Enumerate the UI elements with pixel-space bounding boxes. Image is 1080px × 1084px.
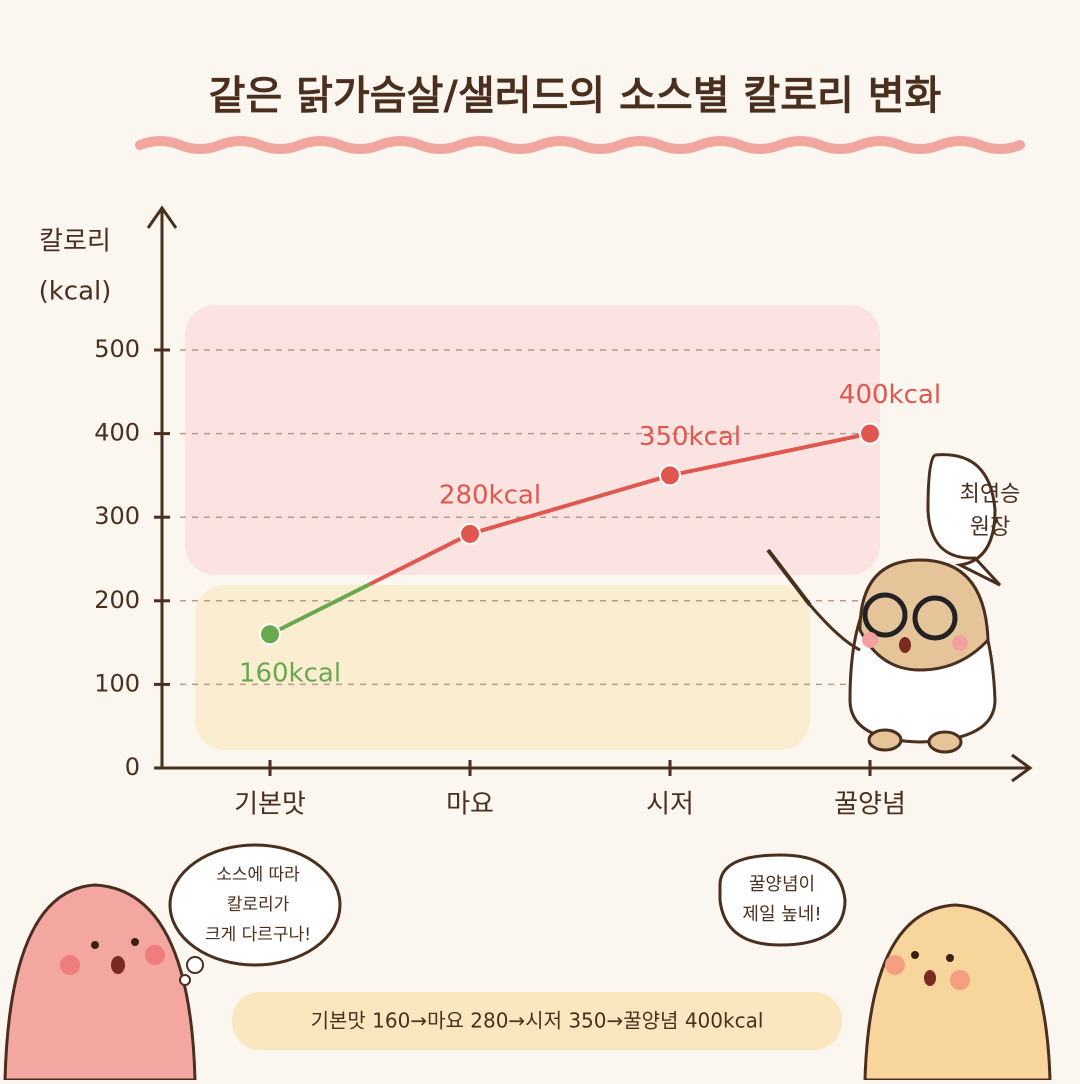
- point: [259, 623, 281, 646]
- right-character: [718, 853, 1052, 1082]
- y-tick-label: 400: [94, 419, 140, 447]
- value-label: 160kcal: [239, 659, 341, 689]
- summary-box: [232, 992, 842, 1050]
- plot: 0 100 200 300 400 500 160kcal 280kcal 350kcal 400…: [94, 335, 941, 781]
- doctor-character: [766, 453, 1002, 754]
- y-tick-label: 300: [94, 502, 140, 530]
- bubble-text: 크게 다르구나!: [205, 925, 311, 945]
- bubble-text: 꿀양념이: [749, 874, 815, 895]
- point: [659, 464, 681, 487]
- x-tick-label: 꿀양념: [834, 790, 906, 820]
- x-tick-label: 기본맛: [234, 790, 306, 820]
- line-segment: [668, 431, 872, 478]
- bubble-text: 소스에 따라: [216, 865, 300, 885]
- y-axis-unit: (kcal): [39, 277, 112, 307]
- bubble-text: 칼로리가: [227, 895, 290, 915]
- y-axis-arrow: [146, 205, 178, 229]
- value-label: 400kcal: [839, 380, 941, 410]
- y-tick-label: 0: [125, 753, 140, 781]
- y-tick-label: 100: [94, 669, 140, 697]
- x-axis-arrow: [1011, 753, 1033, 783]
- x-tick-label: 마요: [446, 790, 494, 820]
- left-character: [3, 843, 342, 1082]
- x-tick-label: 시저: [646, 790, 694, 820]
- band-low: [195, 585, 810, 750]
- title-underline: [135, 136, 1025, 154]
- point: [859, 422, 881, 445]
- value-label: 280kcal: [439, 480, 541, 510]
- y-tick-label: 200: [94, 586, 140, 614]
- band-high: [185, 305, 880, 575]
- line-segment: [268, 531, 472, 637]
- y-axis-title: 칼로리: [39, 227, 111, 257]
- point: [459, 522, 481, 545]
- bubble-text: 제일 높네!: [742, 904, 821, 925]
- value-label: 350kcal: [639, 422, 741, 452]
- doctor-label: 최연승: [960, 482, 1021, 507]
- doctor-label: 원장: [970, 515, 1010, 540]
- chart-title: 같은 닭가슴살/샐러드의 소스별 칼로리 변화: [209, 73, 942, 119]
- summary-text: 기본맛 160→마요 280→시저 350→꿀양념 400kcal: [311, 1009, 764, 1033]
- y-tick-label: 500: [94, 335, 140, 363]
- line-segment: [468, 473, 672, 536]
